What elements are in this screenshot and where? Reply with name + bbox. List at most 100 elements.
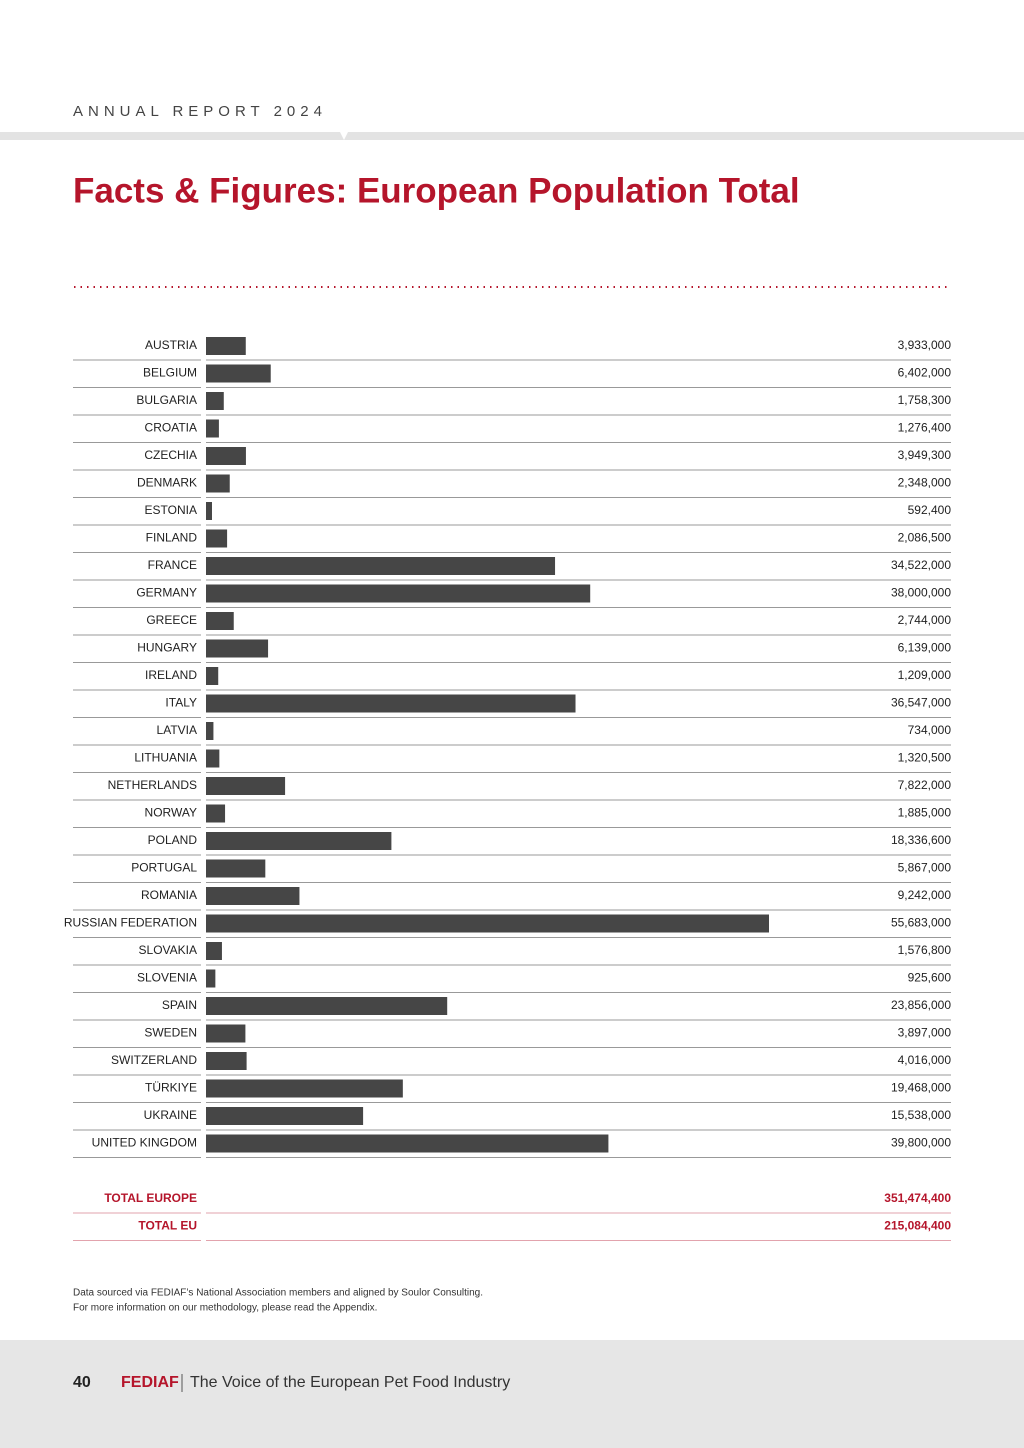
row-label: GREECE: [146, 613, 197, 627]
bar: [206, 804, 226, 823]
page-title: Facts & Figures: European Population Tot…: [73, 171, 800, 210]
row-label: RUSSIAN FEDERATION: [64, 916, 197, 930]
bar: [206, 419, 219, 438]
value-label: 1,209,000: [898, 668, 952, 682]
bar: [206, 1079, 403, 1098]
row-label: ESTONIA: [145, 503, 197, 517]
row-label: HUNGARY: [137, 641, 197, 655]
value-label: 4,016,000: [898, 1053, 952, 1067]
bar: [206, 969, 216, 988]
row-label: SWITZERLAND: [111, 1053, 197, 1067]
row-label: AUSTRIA: [145, 338, 197, 352]
bar: [206, 392, 224, 410]
bar: [206, 639, 269, 658]
bar: [206, 557, 556, 575]
header-band: [344, 132, 1024, 140]
value-label: 1,576,800: [898, 943, 952, 957]
row-label: ROMANIA: [141, 888, 197, 902]
totals: TOTAL EUROPE 351,474,400 TOTAL EU 215,084,4…: [73, 1191, 951, 1241]
page-number: 40: [73, 1374, 91, 1391]
chart: AUSTRIA 3,933,000 BELGIUM 6,402,000 BULGARIA…: [64, 337, 951, 1158]
row-label: IRELAND: [145, 668, 197, 682]
bar: [206, 337, 246, 355]
value-label: 2,744,000: [898, 613, 952, 627]
row-label: DENMARK: [137, 476, 197, 490]
value-label: 1,885,000: [898, 806, 952, 820]
row-label: BULGARIA: [136, 393, 197, 407]
row-label: BELGIUM: [143, 366, 197, 380]
value-label: 18,336,600: [891, 833, 951, 847]
total-value: 215,084,400: [884, 1219, 951, 1233]
value-label: 9,242,000: [898, 888, 952, 902]
row-label: UKRAINE: [144, 1108, 197, 1122]
value-label: 5,867,000: [898, 861, 952, 875]
value-label: 36,547,000: [891, 696, 951, 710]
bar: [206, 612, 234, 630]
bar: [206, 667, 219, 685]
value-label: 6,139,000: [898, 641, 952, 655]
note: For more information on our methodology,…: [73, 1303, 377, 1314]
value-label: 19,468,000: [891, 1081, 951, 1095]
bar: [206, 364, 271, 383]
bar: [206, 859, 266, 878]
value-label: 1,758,300: [898, 393, 952, 407]
value-label: 3,933,000: [898, 338, 952, 352]
value-label: 15,538,000: [891, 1108, 951, 1122]
row-label: SPAIN: [162, 998, 197, 1012]
row-label: FRANCE: [148, 558, 197, 572]
value-label: 1,320,500: [898, 751, 952, 765]
value-label: 3,897,000: [898, 1026, 952, 1040]
bar: [206, 502, 212, 520]
bar: [206, 694, 576, 713]
value-label: 3,949,300: [898, 448, 952, 462]
row-label: LATVIA: [157, 723, 197, 737]
value-label: 7,822,000: [898, 778, 952, 792]
value-label: 925,600: [908, 971, 952, 985]
bar: [206, 942, 222, 960]
row-label: FINLAND: [146, 531, 198, 545]
total-label: TOTAL EUROPE: [104, 1191, 197, 1205]
row-label: ITALY: [165, 696, 197, 710]
row-label: UNITED KINGDOM: [92, 1136, 197, 1150]
row-label: PORTUGAL: [131, 861, 197, 875]
bar: [206, 777, 286, 795]
header-band: [0, 132, 344, 140]
bar: [206, 749, 220, 768]
value-label: 2,086,500: [898, 531, 952, 545]
bar: [206, 887, 300, 905]
total-label: TOTAL EU: [138, 1219, 197, 1233]
row-label: NETHERLANDS: [108, 778, 197, 792]
footer-brand: FEDIAF: [121, 1374, 179, 1391]
value-label: 55,683,000: [891, 916, 951, 930]
bar: [206, 584, 591, 603]
value-label: 23,856,000: [891, 998, 951, 1012]
row-label: POLAND: [148, 833, 198, 847]
note: Data sourced via FEDIAF’s National Assoc…: [73, 1288, 483, 1299]
total-value: 351,474,400: [884, 1191, 951, 1205]
bar: [206, 447, 246, 465]
row-label: NORWAY: [145, 806, 197, 820]
value-label: 734,000: [908, 723, 952, 737]
bar: [206, 997, 448, 1015]
row-label: SWEDEN: [144, 1026, 197, 1040]
bar: [206, 1107, 364, 1125]
value-label: 2,348,000: [898, 476, 952, 490]
bar: [206, 1052, 247, 1070]
bar: [206, 474, 230, 493]
value-label: 38,000,000: [891, 586, 951, 600]
value-label: 1,276,400: [898, 421, 952, 435]
footer-band: [0, 1340, 1024, 1448]
row-label: CROATIA: [145, 421, 197, 435]
value-label: 592,400: [908, 503, 952, 517]
bar: [206, 722, 214, 740]
bar: [206, 529, 228, 548]
value-label: 34,522,000: [891, 558, 951, 572]
row-label: GERMANY: [136, 586, 197, 600]
header-title: ANNUAL REPORT 2024: [73, 103, 327, 120]
row-label: TÜRKIYE: [145, 1081, 197, 1095]
row-label: SLOVENIA: [137, 971, 197, 985]
bar: [206, 914, 769, 933]
value-label: 39,800,000: [891, 1136, 951, 1150]
footer-tagline: The Voice of the European Pet Food Indus…: [190, 1374, 510, 1391]
